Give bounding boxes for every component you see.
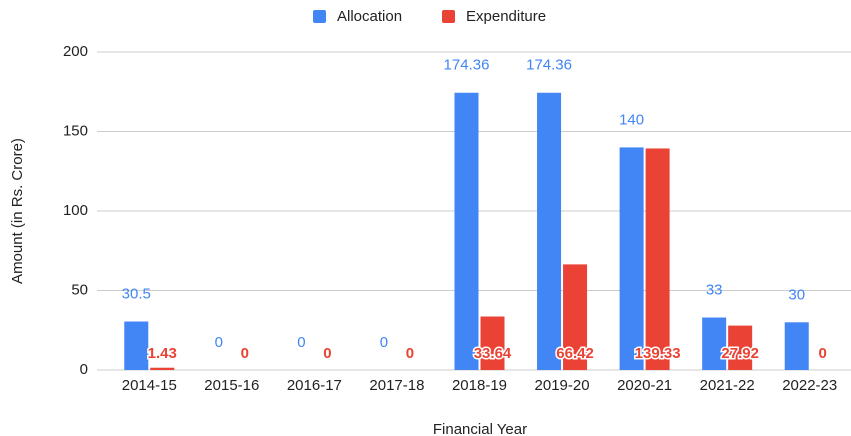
bar — [645, 148, 670, 370]
x-tick-label: 2018-19 — [452, 377, 507, 394]
data-label: 174.36 — [444, 57, 490, 74]
x-tick-label: 2015-16 — [204, 377, 259, 394]
bar — [619, 147, 644, 370]
x-tick-label: 2019-20 — [535, 377, 590, 394]
data-label: 0 — [241, 345, 249, 362]
data-label: 0 — [215, 334, 223, 351]
data-label: 0 — [297, 334, 305, 351]
data-label: 174.36 — [526, 57, 572, 74]
y-tick-label: 0 — [80, 361, 88, 378]
x-tick-label: 2022-23 — [782, 377, 837, 394]
y-axis-title: Amount (in Rs. Crore) — [9, 138, 26, 284]
legend-swatch — [313, 10, 326, 23]
data-label: 1.43 — [148, 345, 177, 362]
legend-label: Allocation — [337, 8, 402, 25]
data-label: 140 — [619, 111, 644, 128]
bar — [728, 325, 753, 370]
y-tick-label: 150 — [63, 122, 88, 139]
bar — [563, 264, 588, 370]
y-tick-label: 200 — [63, 43, 88, 60]
data-label: 33.64 — [474, 345, 512, 362]
data-label: 27.92 — [721, 345, 759, 362]
data-label: 66.42 — [556, 345, 594, 362]
y-tick-label: 50 — [71, 281, 88, 298]
x-axis-title: Financial Year — [433, 421, 527, 436]
legend-label: Expenditure — [466, 8, 546, 25]
data-label: 30.5 — [122, 285, 151, 302]
data-label: 0 — [380, 334, 388, 351]
bar — [702, 317, 727, 370]
bar — [150, 367, 175, 370]
data-label: 139.33 — [635, 345, 681, 362]
bar — [784, 322, 809, 370]
x-tick-label: 2014-15 — [122, 377, 177, 394]
x-tick-label: 2017-18 — [369, 377, 424, 394]
bar — [454, 92, 479, 370]
legend-swatch — [442, 10, 455, 23]
data-label: 30 — [788, 286, 805, 303]
x-tick-label: 2021-22 — [700, 377, 755, 394]
y-tick-label: 100 — [63, 202, 88, 219]
data-label: 0 — [323, 345, 331, 362]
x-tick-label: 2020-21 — [617, 377, 672, 394]
data-label: 0 — [406, 345, 414, 362]
data-label: 33 — [706, 281, 723, 298]
bar — [480, 316, 505, 370]
bar — [537, 92, 562, 370]
x-tick-label: 2016-17 — [287, 377, 342, 394]
data-label: 0 — [819, 345, 827, 362]
bar — [124, 321, 149, 370]
